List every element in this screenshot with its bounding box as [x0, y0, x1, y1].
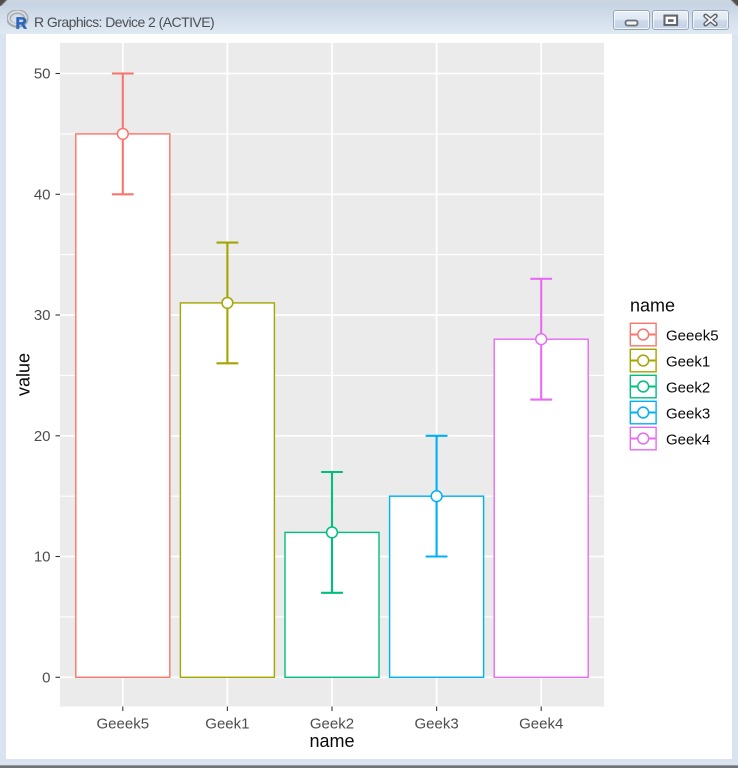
- svg-text:10: 10: [34, 549, 51, 566]
- svg-text:0: 0: [42, 669, 50, 686]
- svg-text:30: 30: [34, 307, 51, 324]
- svg-text:40: 40: [34, 186, 51, 203]
- svg-text:Geek1: Geek1: [205, 716, 249, 733]
- svg-text:50: 50: [34, 66, 51, 83]
- svg-text:Geek4: Geek4: [666, 432, 710, 449]
- svg-text:name: name: [309, 731, 354, 751]
- svg-text:value: value: [14, 353, 34, 396]
- svg-text:Geek4: Geek4: [519, 716, 563, 733]
- svg-text:Geek2: Geek2: [310, 716, 354, 733]
- svg-text:Geeek5: Geeek5: [666, 328, 719, 345]
- svg-text:Geek3: Geek3: [414, 716, 458, 733]
- svg-text:20: 20: [34, 428, 51, 445]
- svg-text:Geek1: Geek1: [666, 354, 710, 371]
- svg-text:Geeek5: Geeek5: [97, 716, 150, 733]
- svg-text:Geek3: Geek3: [666, 406, 710, 423]
- svg-text:Geek2: Geek2: [666, 380, 710, 397]
- svg-text:R: R: [16, 15, 27, 30]
- svg-text:name: name: [630, 296, 675, 316]
